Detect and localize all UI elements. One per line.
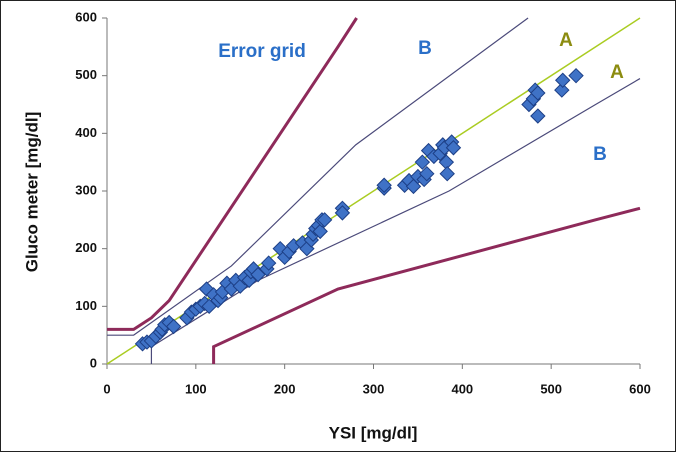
zone-line [212, 206, 641, 364]
x-tick-label: 400 [451, 381, 473, 396]
data-point [439, 165, 455, 182]
zone-line [107, 17, 529, 336]
data-point [260, 255, 277, 271]
data-point [419, 165, 435, 182]
data-point [312, 223, 328, 240]
data-point [316, 212, 333, 228]
y-tick-label: 300 [75, 182, 97, 197]
data-point [165, 318, 182, 335]
data-point [530, 85, 546, 101]
x-tick-label: 300 [363, 381, 385, 396]
data-point [334, 205, 351, 221]
zone-line [150, 78, 641, 364]
annotation: B [593, 144, 607, 165]
y-tick-label: 600 [75, 9, 97, 24]
annotation: B [418, 38, 432, 59]
data-point [568, 67, 584, 84]
y-axis-title: Gluco meter [mg/dl] [22, 112, 41, 273]
zone-line [107, 17, 358, 331]
data-point [376, 177, 392, 193]
x-axis-title: YSI [mg/dl] [329, 423, 418, 442]
data-point [530, 108, 546, 124]
y-tick-label: 500 [75, 67, 97, 82]
annotation: A [610, 62, 624, 83]
data-point [554, 82, 570, 98]
y-tick-label: 100 [75, 298, 97, 313]
x-tick-label: 200 [274, 381, 296, 396]
x-tick-label: 100 [185, 381, 207, 396]
y-tick-label: 200 [75, 240, 97, 255]
annotation: Error grid [218, 41, 306, 62]
data-point [555, 72, 571, 88]
annotation: A [559, 30, 573, 51]
data-point [414, 154, 431, 170]
x-tick-label: 0 [103, 381, 110, 396]
y-tick-label: 0 [90, 355, 97, 370]
y-tick-label: 400 [75, 125, 97, 140]
data-point [445, 140, 462, 156]
x-tick-label: 600 [629, 381, 651, 396]
x-tick-label: 500 [540, 381, 562, 396]
